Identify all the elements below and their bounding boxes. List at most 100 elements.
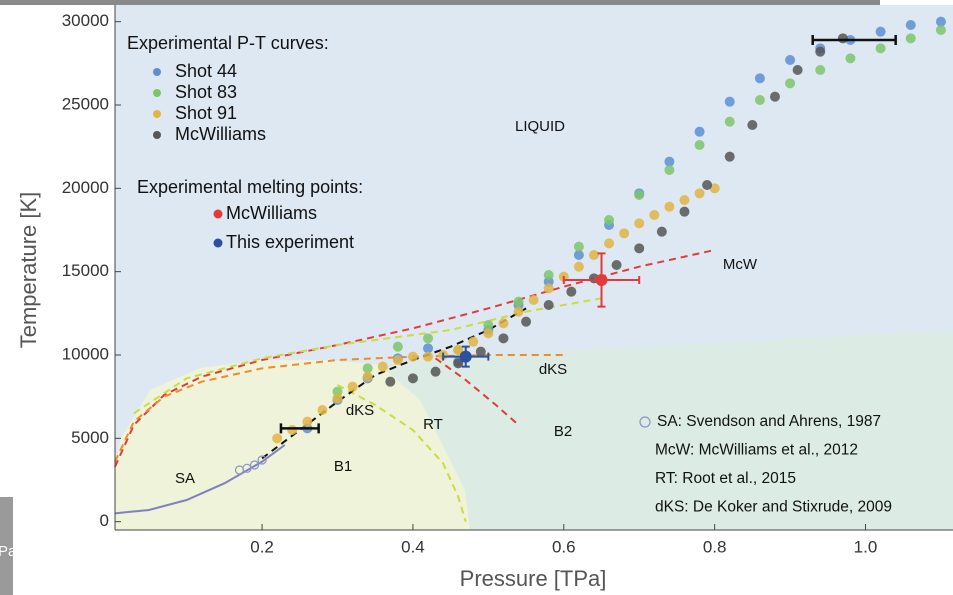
data-point: [694, 188, 705, 199]
data-point: [453, 345, 464, 355]
x-tick-label: 0.4: [401, 537, 425, 556]
data-point: [649, 210, 660, 220]
data-point: [785, 55, 796, 65]
data-point: [392, 341, 403, 352]
data-point: [377, 361, 388, 372]
melting-legend-marker: [213, 238, 223, 248]
melting-point: [459, 350, 472, 363]
data-point: [566, 286, 577, 297]
data-point: [272, 433, 283, 444]
data-point: [664, 156, 675, 167]
data-point: [362, 363, 373, 374]
data-point: [528, 295, 539, 305]
data-point: [754, 95, 765, 105]
data-point: [423, 351, 434, 362]
region-label: B2: [554, 423, 572, 440]
x-tick-label: 0.2: [250, 537, 274, 556]
data-point: [423, 343, 434, 354]
data-point: [664, 201, 675, 212]
y-tick-label: 15000: [62, 261, 109, 280]
data-point: [747, 120, 758, 130]
data-point: [543, 300, 554, 310]
melting-legend-marker: [213, 209, 223, 219]
data-point: [573, 250, 584, 260]
data-point: [754, 73, 765, 84]
melting-point: [595, 274, 608, 286]
reference: RT: Root et al., 2015: [655, 470, 796, 487]
data-point: [815, 46, 826, 57]
data-point: [483, 320, 494, 330]
data-point: [702, 180, 713, 190]
data-point: [543, 270, 554, 280]
data-point: [573, 241, 584, 252]
sa-point: [257, 455, 267, 465]
data-point: [656, 226, 667, 237]
curve: [337, 384, 467, 522]
x-tick-label: 0.6: [552, 537, 576, 556]
data-point: [407, 373, 418, 384]
fragment-text: Pa: [0, 543, 17, 560]
error-bar: [811, 35, 897, 45]
data-point: [905, 33, 916, 44]
reference: McW: McWilliams et al., 2012: [655, 442, 858, 459]
data-point: [513, 306, 524, 317]
data-point: [407, 351, 418, 362]
region-label: McW: [723, 256, 758, 273]
y-tick-label: 25000: [62, 94, 109, 113]
data-point: [724, 151, 735, 162]
data-point: [785, 78, 796, 89]
y-tick-label: 10000: [62, 344, 109, 363]
data-point: [385, 376, 396, 387]
y-axis-label: Temperature [K]: [16, 192, 41, 349]
data-point: [521, 316, 532, 327]
data-point: [302, 416, 313, 427]
data-point: [287, 425, 298, 435]
data-point: [453, 358, 464, 369]
data-point: [724, 96, 735, 107]
melting-legend-label: McWilliams: [226, 203, 317, 223]
data-point: [423, 333, 434, 344]
legend-marker: [153, 110, 161, 118]
x-tick-label: 0.8: [703, 537, 727, 556]
data-point: [935, 25, 946, 35]
data-point: [724, 116, 735, 127]
data-point: [604, 215, 615, 225]
data-point: [837, 33, 848, 44]
y-tick-label: 30000: [62, 11, 109, 30]
data-point: [611, 260, 622, 270]
sa-point: [242, 463, 252, 473]
region-label: B1: [334, 458, 352, 475]
data-point: [875, 26, 886, 37]
data-point: [317, 405, 328, 415]
b1-region: [115, 360, 470, 530]
fragment-box: [0, 497, 13, 595]
legend-label: Shot 91: [175, 103, 237, 123]
region-label: SA: [175, 470, 195, 487]
data-point: [604, 238, 615, 249]
data-point: [362, 371, 373, 382]
data-point: [588, 250, 599, 260]
legend-label: McWilliams: [175, 124, 266, 144]
reference: SA: Svendson and Ahrens, 1987: [657, 413, 881, 430]
data-point: [815, 65, 826, 75]
legend-title: Experimental P-T curves:: [127, 33, 329, 53]
y-tick-label: 20000: [62, 178, 109, 197]
data-point: [769, 91, 780, 102]
data-point: [475, 346, 486, 357]
data-point: [332, 393, 343, 404]
sa-point: [249, 460, 260, 470]
error-bar: [279, 423, 320, 434]
data-point: [573, 261, 584, 272]
data-point: [430, 366, 441, 377]
data-point: [392, 355, 403, 365]
data-point: [679, 195, 690, 205]
data-point: [347, 381, 358, 392]
y-tick-label: 5000: [71, 428, 109, 447]
legend-marker: [153, 68, 161, 76]
data-point: [694, 140, 705, 150]
data-point: [513, 296, 524, 307]
region-label: dKS: [346, 402, 374, 419]
data-point: [664, 165, 675, 175]
region-label: dKS: [539, 361, 567, 378]
